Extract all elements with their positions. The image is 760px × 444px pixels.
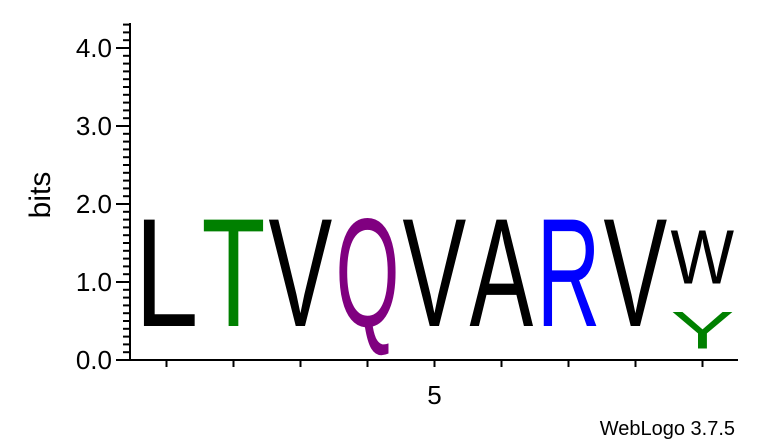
x-axis: 5 (130, 359, 738, 410)
logo-letter-V: V (403, 188, 467, 360)
footer-credit: WebLogo 3.7.5 (600, 418, 735, 440)
logo-letter-R: R (537, 186, 601, 359)
logo-letter-T: T (202, 185, 266, 358)
logo-letter-Q: Q (336, 187, 400, 359)
x-tick-label: 5 (427, 380, 441, 410)
logo-letter-L: L (135, 186, 199, 358)
y-tick-label: 4.0 (76, 33, 112, 63)
logo-letter-V: V (269, 188, 333, 360)
logo-letter-W: W (671, 214, 735, 300)
logo-letter-A: A (470, 188, 534, 360)
y-tick-label: 3.0 (76, 111, 112, 141)
y-axis: 0.0 1.0 2.0 3.0 4.0 (76, 23, 131, 375)
y-axis-label: bits (24, 172, 57, 219)
y-tick-label: 2.0 (76, 189, 112, 219)
logo-letter-Y: Y (671, 301, 735, 360)
logo-stacks: L T V Q V A R V YW (135, 185, 735, 359)
y-tick-label: 1.0 (76, 267, 112, 297)
y-tick-label: 0.0 (76, 345, 112, 375)
logo-letter-V: V (604, 188, 668, 360)
